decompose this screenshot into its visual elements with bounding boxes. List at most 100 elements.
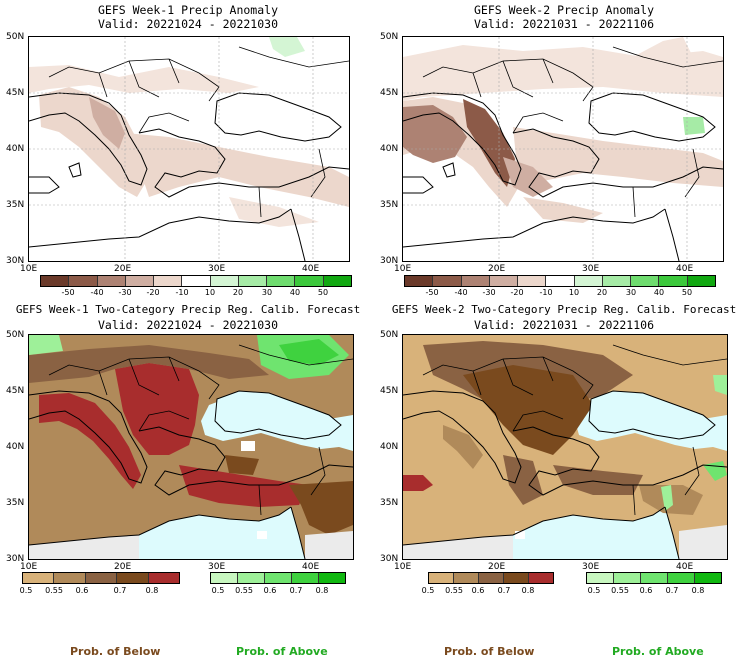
- lon-label: 10E: [20, 264, 38, 274]
- colorbar-tick: 50: [317, 288, 329, 297]
- lon-label: 30E: [582, 264, 600, 274]
- colorbar-tick: 0.8: [315, 586, 329, 595]
- colorbar-tick: 10: [568, 288, 580, 297]
- colorbar-tick: 0.8: [145, 586, 159, 595]
- colorbar-tick: 0.55: [445, 586, 463, 595]
- lat-label: 35N: [380, 200, 399, 210]
- panel-valid-date: Valid: 20221024 - 20221030: [97, 17, 278, 31]
- precip-anomaly-map: [402, 36, 724, 262]
- prob-above-label: Prob. of Above: [612, 645, 704, 658]
- lat-label: 30N: [6, 256, 25, 266]
- precip-anomaly-map: [28, 36, 350, 262]
- lat-label: 45N: [380, 386, 399, 396]
- panel-week2-anomaly: GEFS Week-2 Precip Anomaly Valid: 202210…: [376, 0, 752, 300]
- panel-week2-probability: GEFS Week-2 Two-Category Precip Reg. Cal…: [376, 300, 752, 600]
- lon-label: 40E: [302, 264, 320, 274]
- lat-label: 30N: [6, 554, 25, 564]
- colorbar-tick: -40: [90, 288, 104, 297]
- panel-title: GEFS Week-2 Precip Anomaly: [473, 3, 654, 17]
- colorbar-tick: -20: [146, 288, 160, 297]
- below-colorbar: [22, 572, 180, 584]
- lat-label: 35N: [380, 498, 399, 508]
- colorbar-tick: -30: [482, 288, 496, 297]
- colorbar-tick: 40: [653, 288, 665, 297]
- colorbar-tick: -40: [454, 288, 468, 297]
- panel-valid-date: Valid: 20221024 - 20221030: [97, 318, 278, 332]
- colorbar-tick: -50: [425, 288, 439, 297]
- colorbar-tick: 50: [681, 288, 693, 297]
- lon-label: 30E: [208, 264, 226, 274]
- lat-label: 40N: [380, 442, 399, 452]
- colorbar-tick: 0.7: [665, 586, 679, 595]
- colorbar-tick: 0.7: [113, 586, 127, 595]
- panel-title: GEFS Week-2 Two-Category Precip Reg. Cal…: [391, 303, 737, 316]
- lat-label: 50N: [380, 32, 399, 42]
- lon-label: 20E: [114, 264, 132, 274]
- anomaly-colorbar: [40, 275, 352, 287]
- colorbar-tick: -10: [539, 288, 553, 297]
- lat-label: 40N: [6, 442, 25, 452]
- lon-label: 20E: [488, 562, 506, 572]
- lat-label: 45N: [380, 88, 399, 98]
- colorbar-tick: 0.6: [75, 586, 89, 595]
- colorbar-tick: -20: [510, 288, 524, 297]
- panel-valid-date: Valid: 20221031 - 20221106: [473, 17, 654, 31]
- lat-label: 45N: [6, 88, 25, 98]
- lon-label: 10E: [20, 562, 38, 572]
- prob-below-label: Prob. of Below: [70, 645, 161, 658]
- above-colorbar: [586, 572, 722, 584]
- lon-label: 20E: [488, 264, 506, 274]
- lon-label: 10E: [394, 562, 412, 572]
- panel-title: GEFS Week-1 Precip Anomaly: [97, 3, 278, 17]
- colorbar-tick: 30: [625, 288, 637, 297]
- colorbar-tick: 10: [204, 288, 216, 297]
- colorbar-tick: 0.5: [211, 586, 225, 595]
- panel-week1-anomaly: GEFS Week-1 Precip Anomaly Valid: 202210…: [0, 0, 376, 300]
- colorbar-tick: 0.5: [587, 586, 601, 595]
- prob-above-label: Prob. of Above: [236, 645, 328, 658]
- lat-label: 50N: [6, 330, 25, 340]
- above-colorbar: [210, 572, 346, 584]
- lat-label: 45N: [6, 386, 25, 396]
- colorbar-tick: -30: [118, 288, 132, 297]
- colorbar-tick: 0.55: [611, 586, 629, 595]
- lat-label: 35N: [6, 498, 25, 508]
- lat-label: 35N: [6, 200, 25, 210]
- colorbar-tick: 40: [289, 288, 301, 297]
- lon-label: 40E: [676, 562, 694, 572]
- colorbar-tick: 20: [596, 288, 608, 297]
- prob-below-label: Prob. of Below: [444, 645, 535, 658]
- below-colorbar: [428, 572, 554, 584]
- colorbar-tick: 0.55: [235, 586, 253, 595]
- colorbar-tick: 0.8: [691, 586, 705, 595]
- panel-title: GEFS Week-1 Two-Category Precip Reg. Cal…: [15, 303, 361, 316]
- lon-label: 30E: [582, 562, 600, 572]
- lat-label: 40N: [6, 144, 25, 154]
- colorbar-tick: 0.7: [289, 586, 303, 595]
- colorbar-tick: 0.7: [497, 586, 511, 595]
- colorbar-tick: 0.55: [45, 586, 63, 595]
- lat-label: 40N: [380, 144, 399, 154]
- colorbar-tick: -10: [175, 288, 189, 297]
- colorbar-tick: 30: [261, 288, 273, 297]
- colorbar-tick: 0.5: [19, 586, 33, 595]
- colorbar-tick: -50: [61, 288, 75, 297]
- panel-valid-date: Valid: 20221031 - 20221106: [473, 318, 654, 332]
- lon-label: 10E: [394, 264, 412, 274]
- colorbar-tick: 0.6: [639, 586, 653, 595]
- lat-label: 50N: [380, 330, 399, 340]
- colorbar-tick: 0.5: [421, 586, 435, 595]
- anomaly-colorbar: [404, 275, 716, 287]
- two-category-forecast-map: [28, 334, 354, 560]
- lon-label: 20E: [114, 562, 132, 572]
- lon-label: 40E: [302, 562, 320, 572]
- colorbar-tick: 0.6: [263, 586, 277, 595]
- colorbar-tick: 0.8: [521, 586, 535, 595]
- lat-label: 30N: [380, 256, 399, 266]
- colorbar-tick: 0.6: [471, 586, 485, 595]
- colorbar-tick: 20: [232, 288, 244, 297]
- two-category-forecast-map: [402, 334, 728, 560]
- panel-week1-probability: GEFS Week-1 Two-Category Precip Reg. Cal…: [0, 300, 376, 600]
- lat-label: 50N: [6, 32, 25, 42]
- lat-label: 30N: [380, 554, 399, 564]
